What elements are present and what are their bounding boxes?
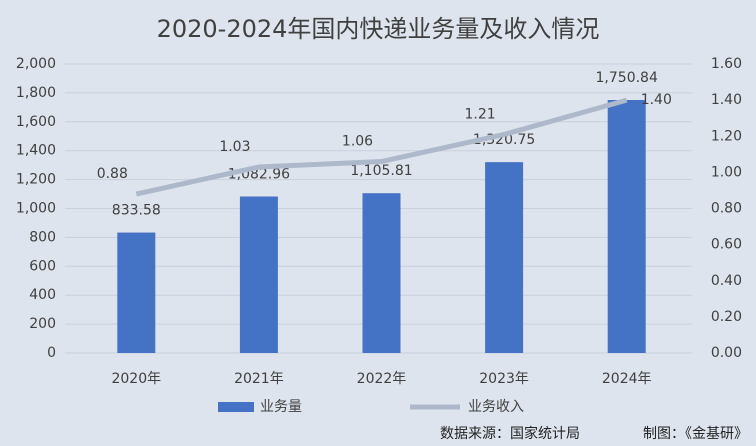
- y2-tick-label: 0.00: [711, 345, 742, 361]
- credit: 制图：《金基研》: [643, 425, 748, 442]
- y-tick-label: 400: [29, 287, 56, 303]
- bar: [607, 100, 646, 353]
- x-tick-label: 2020年: [111, 371, 161, 387]
- y-tick-label: 1,800: [16, 85, 56, 101]
- y-tick-label: 200: [29, 316, 56, 332]
- y2-tick-label: 0.40: [711, 273, 742, 289]
- line-value-label: 1.03: [219, 139, 250, 155]
- y-tick-label: 2,000: [16, 56, 56, 72]
- y2-tick-label: 1.60: [711, 56, 742, 72]
- bar-value-label: 833.58: [112, 203, 161, 219]
- y2-tick-label: 0.20: [711, 309, 742, 325]
- line-value-label: 1.06: [342, 134, 373, 150]
- source: 数据来源：国家统计局: [440, 425, 580, 442]
- y2-tick-label: 0.60: [711, 237, 742, 253]
- legend-label: 业务收入: [468, 399, 524, 415]
- y-tick-label: 600: [29, 258, 56, 274]
- bar: [117, 232, 156, 353]
- bar: [485, 162, 524, 353]
- y2-tick-label: 1.20: [711, 128, 742, 144]
- y2-tick-label: 1.40: [711, 92, 742, 108]
- bar-value-label: 1,105.81: [350, 163, 412, 179]
- y-tick-label: 1,000: [16, 201, 56, 217]
- y-tick-label: 1,200: [16, 172, 56, 188]
- y2-tick-label: 0.80: [711, 201, 742, 217]
- x-tick-label: 2022年: [357, 371, 407, 387]
- y-tick-label: 1,600: [16, 114, 56, 130]
- line: [135, 97, 628, 197]
- y-tick-label: 0: [47, 345, 56, 361]
- line-value-label: 1.40: [641, 92, 672, 108]
- y-tick-label: 800: [29, 229, 56, 245]
- y2-tick-label: 1.00: [711, 164, 742, 180]
- x-tick-label: 2021年: [234, 371, 284, 387]
- legend-label: 业务量: [260, 399, 302, 415]
- x-tick-label: 2023年: [479, 371, 529, 387]
- x-tick-label: 2024年: [602, 371, 652, 387]
- chart-title: 2020-2024年国内快递业务量及收入情况: [157, 15, 600, 43]
- line-value-label: 1.21: [465, 106, 496, 122]
- line-value-label: 0.88: [97, 166, 128, 182]
- bar-value-label: 1,750.84: [596, 70, 658, 86]
- bar: [362, 193, 401, 353]
- bar: [239, 196, 278, 353]
- legend-swatch: [218, 402, 254, 412]
- y-tick-label: 1,400: [16, 143, 56, 159]
